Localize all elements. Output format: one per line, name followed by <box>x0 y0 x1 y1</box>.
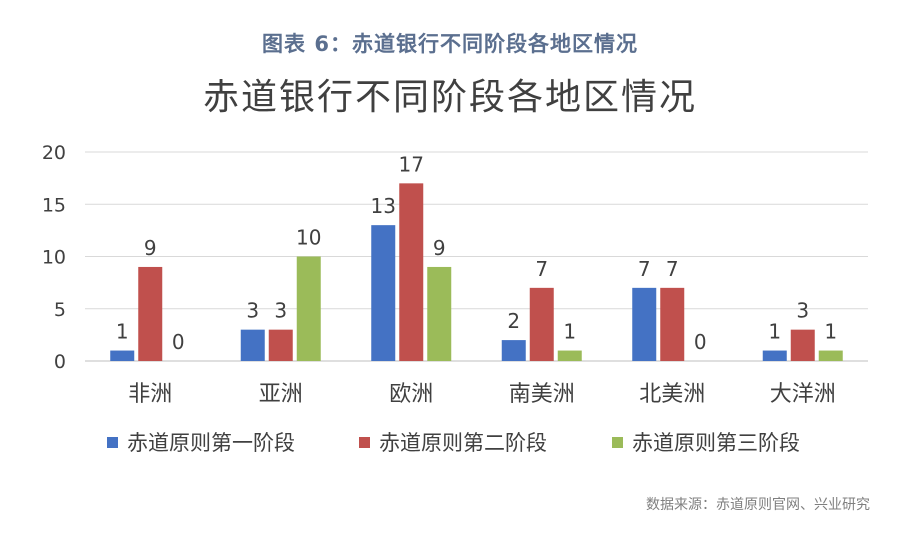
bar <box>818 350 843 361</box>
data-label: 7 <box>666 257 679 281</box>
data-label: 13 <box>371 194 396 218</box>
data-label: 7 <box>638 257 651 281</box>
bar <box>399 183 424 361</box>
bar <box>427 266 452 361</box>
x-category-label: 北美洲 <box>639 382 705 407</box>
legend-swatch <box>612 437 623 448</box>
data-label: 3 <box>274 299 287 323</box>
bar <box>762 350 787 361</box>
bar <box>240 329 265 361</box>
y-tick-label: 10 <box>42 247 66 269</box>
gridlines <box>85 151 868 362</box>
bar <box>529 287 554 361</box>
x-axis-labels: 非洲 亚洲 欧洲 南美洲 北美洲 大洋洲 <box>128 382 836 407</box>
data-label: 10 <box>296 226 321 250</box>
legend: 赤道原则第一阶段 赤道原则第二阶段 赤道原则第三阶段 <box>107 431 800 455</box>
legend-swatch <box>107 437 118 448</box>
bars <box>110 183 843 361</box>
y-axis-ticks: 0 5 10 15 20 <box>42 142 66 373</box>
x-category-label: 大洋洲 <box>770 382 836 407</box>
data-label: 0 <box>694 330 707 354</box>
data-label: 1 <box>768 320 781 344</box>
bar <box>296 256 321 361</box>
y-tick-label: 20 <box>42 142 66 164</box>
data-label: 3 <box>796 299 809 323</box>
bar <box>110 350 135 361</box>
y-tick-label: 5 <box>54 299 66 321</box>
bar <box>632 287 657 361</box>
bar <box>501 340 526 361</box>
data-label: 1 <box>563 320 576 344</box>
bar <box>268 329 293 361</box>
data-label: 17 <box>399 152 424 176</box>
data-label: 7 <box>535 257 548 281</box>
bar <box>557 350 582 361</box>
bar <box>138 266 163 361</box>
y-tick-label: 15 <box>42 194 66 216</box>
figure-caption: 图表 6：赤道银行不同阶段各地区情况 <box>262 32 638 56</box>
data-label: 1 <box>116 320 129 344</box>
data-label: 9 <box>433 236 446 260</box>
data-label: 1 <box>824 320 837 344</box>
x-category-label: 非洲 <box>128 382 172 407</box>
chart-title: 赤道银行不同阶段各地区情况 <box>202 77 697 118</box>
x-category-label: 欧洲 <box>389 382 433 407</box>
legend-label: 赤道原则第二阶段 <box>379 431 547 455</box>
legend-label: 赤道原则第三阶段 <box>632 431 800 455</box>
bar <box>371 225 396 361</box>
y-tick-label: 0 <box>54 351 66 373</box>
legend-swatch <box>359 437 370 448</box>
x-category-label: 亚洲 <box>259 382 303 407</box>
x-category-label: 南美洲 <box>509 382 575 407</box>
source-note: 数据来源：赤道原则官网、兴业研究 <box>646 497 870 513</box>
data-label: 2 <box>507 309 520 333</box>
data-label: 3 <box>246 299 259 323</box>
data-label: 0 <box>172 330 185 354</box>
legend-label: 赤道原则第一阶段 <box>127 431 295 455</box>
data-label: 9 <box>144 236 157 260</box>
bar <box>790 329 815 361</box>
bar <box>660 287 685 361</box>
